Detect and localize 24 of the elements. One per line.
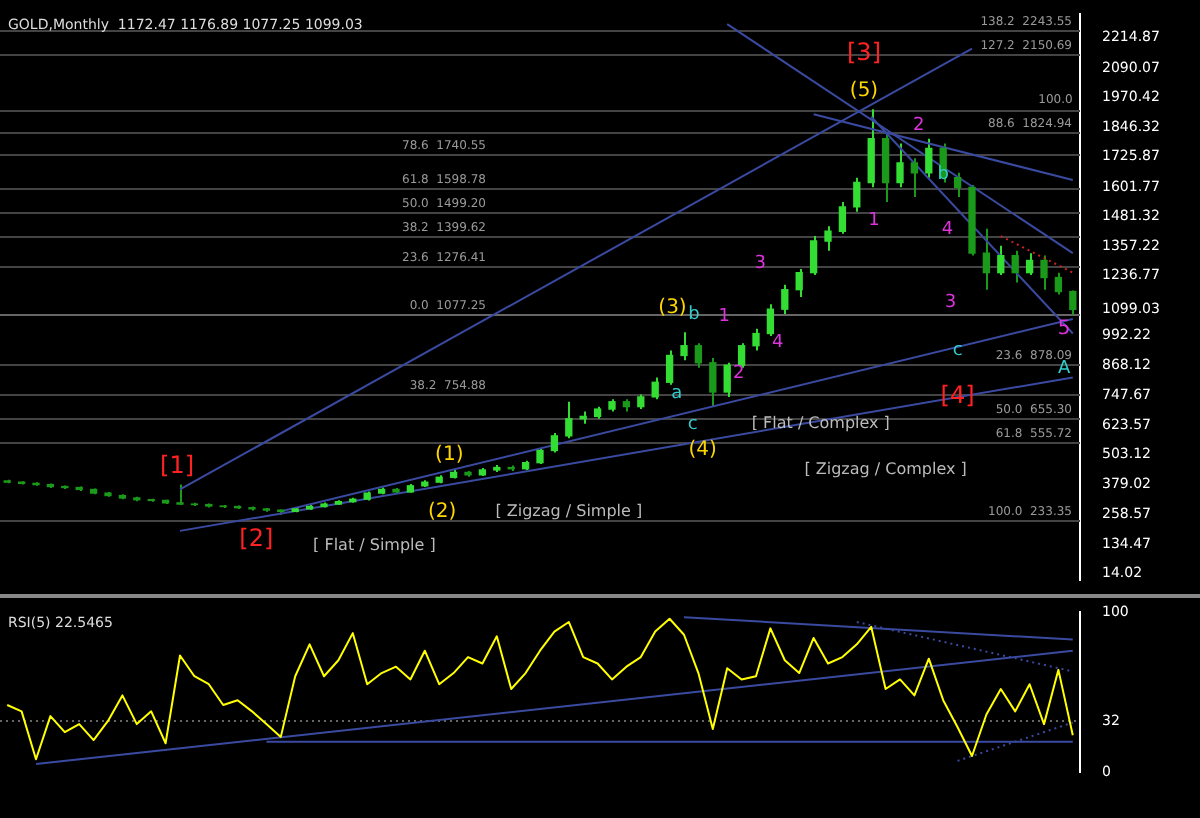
annotation: 5	[1057, 318, 1071, 341]
annotation: [ Zigzag / Simple ]	[495, 501, 643, 520]
annotation: [1]	[160, 450, 195, 479]
annotation: b	[688, 304, 701, 325]
annotation: 2	[732, 363, 745, 384]
annotation: (1)	[435, 444, 464, 467]
annotation: 1	[718, 307, 731, 328]
annotation: [2]	[239, 524, 274, 553]
annotation: [3]	[847, 38, 881, 67]
annotation: c	[687, 414, 698, 435]
annotation: (2)	[427, 500, 457, 523]
annotation: (4)	[688, 438, 718, 461]
annotation: 4	[941, 219, 954, 240]
annotation: 1	[868, 211, 880, 232]
annotation: [ Zigzag / Complex ]	[804, 460, 967, 479]
annotation: [ Flat / Simple ]	[313, 535, 436, 554]
annotation: 2	[912, 116, 925, 137]
annotation: 3	[754, 253, 767, 274]
annotation: A	[1057, 359, 1072, 380]
annotation: 3	[944, 293, 957, 314]
annotation: (5)	[849, 79, 879, 102]
annotation: a	[671, 383, 683, 404]
annotation: 4	[771, 332, 784, 353]
annotation: (3)	[658, 297, 687, 320]
